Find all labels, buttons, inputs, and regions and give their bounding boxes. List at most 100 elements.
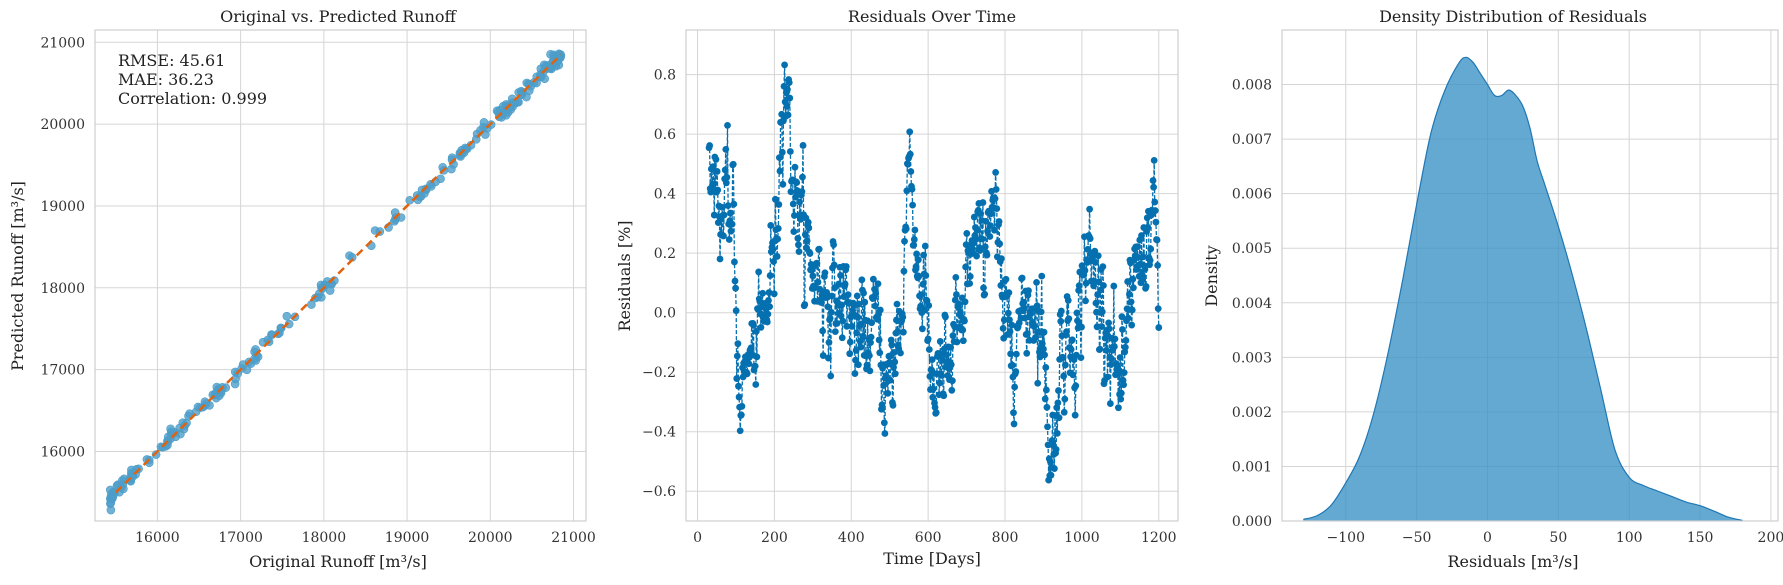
residual-point	[1141, 265, 1149, 273]
residual-point	[752, 327, 760, 335]
residual-point	[848, 322, 856, 330]
residuals-y-tick-label: 0.6	[654, 127, 676, 143]
residual-point	[785, 79, 793, 87]
residual-point	[720, 232, 727, 240]
residual-point	[709, 163, 717, 170]
residual-point	[838, 334, 846, 342]
residual-point	[781, 61, 788, 69]
residual-point	[810, 284, 818, 292]
residual-point	[921, 306, 929, 314]
residual-point	[1060, 372, 1068, 380]
residual-point	[973, 252, 980, 260]
residual-point	[872, 290, 880, 298]
residual-point	[1072, 382, 1080, 390]
residual-point	[1091, 247, 1099, 255]
residual-point	[1034, 379, 1042, 387]
residual-point	[972, 235, 980, 243]
residual-point	[966, 280, 974, 287]
residual-point	[1002, 275, 1010, 283]
residual-point	[765, 297, 772, 304]
residual-point	[1093, 308, 1100, 316]
residual-point	[1150, 183, 1157, 191]
residual-point	[893, 300, 901, 308]
residual-point	[866, 367, 874, 375]
scatter-y-tick-label: 20000	[40, 117, 85, 133]
residual-point	[983, 251, 991, 259]
residuals-x-tick-label: 400	[838, 530, 865, 546]
residual-point	[798, 188, 806, 196]
residual-point	[991, 195, 999, 203]
scatter-x-tick-label: 20000	[468, 530, 513, 546]
residual-point	[891, 358, 899, 366]
residual-point	[999, 324, 1007, 332]
residual-point	[722, 145, 730, 153]
residual-point	[952, 274, 960, 281]
residual-point	[907, 168, 915, 175]
residual-point	[846, 350, 854, 358]
residual-point	[915, 272, 923, 280]
residual-point	[976, 247, 984, 254]
residual-point	[1008, 361, 1016, 369]
residual-point	[928, 356, 936, 364]
residual-point	[929, 385, 937, 393]
residual-point	[865, 352, 873, 359]
residual-point	[913, 250, 921, 258]
residual-point	[878, 401, 886, 409]
residual-point	[963, 230, 971, 237]
residual-point	[1031, 334, 1039, 341]
residual-point	[1077, 354, 1085, 362]
residual-point	[894, 328, 901, 336]
residual-point	[931, 403, 939, 411]
residual-point	[959, 337, 967, 345]
residual-point	[826, 314, 834, 322]
residual-point	[1055, 387, 1062, 394]
residual-point	[718, 203, 726, 211]
residual-point	[804, 218, 812, 226]
residual-point	[842, 263, 850, 270]
residual-point	[1053, 429, 1061, 437]
residual-point	[940, 392, 948, 400]
residual-point	[784, 111, 792, 119]
residual-point	[769, 245, 777, 253]
residual-point	[1144, 223, 1152, 231]
residual-point	[1107, 361, 1115, 369]
density-y-tick-label: 0.004	[1232, 296, 1272, 312]
residual-point	[1119, 326, 1126, 333]
residual-point	[997, 282, 1005, 289]
residuals-x-tick-label: 600	[915, 530, 942, 546]
residual-point	[843, 322, 851, 330]
residual-point	[1102, 346, 1110, 354]
residual-point	[786, 94, 794, 102]
residual-point	[979, 199, 987, 206]
residual-point	[1040, 345, 1047, 353]
residual-point	[1011, 383, 1019, 391]
density-ticks: −100 −50 0 50 100 150 200 0.000 0.001 0.002 0.003 0…	[1232, 78, 1783, 546]
scatter-point	[284, 319, 294, 329]
residual-point	[854, 361, 862, 369]
residual-point	[1021, 305, 1028, 312]
residual-point	[1051, 465, 1058, 472]
residual-point	[783, 102, 791, 110]
scatter-point	[106, 505, 116, 515]
density-frame	[1281, 29, 1779, 522]
residual-point	[1149, 177, 1157, 184]
residual-point	[819, 352, 827, 359]
residual-point	[1060, 408, 1068, 416]
scatter-point	[546, 49, 555, 59]
residual-point	[1139, 253, 1147, 261]
residual-point	[1047, 471, 1055, 479]
residual-point	[714, 186, 722, 194]
residual-point	[795, 241, 802, 249]
residual-point	[1118, 313, 1126, 321]
residual-point	[1038, 340, 1046, 347]
scatter-ticks: 16000 17000 18000 19000 20000 21000 16000 17000…	[40, 35, 595, 546]
density-x-tick-label: −100	[1327, 530, 1365, 546]
residual-point	[1057, 317, 1065, 325]
residual-point	[799, 142, 807, 149]
residual-point	[1004, 309, 1012, 317]
residuals-x-tick-label: 1200	[1141, 530, 1177, 546]
residual-point	[1073, 309, 1081, 317]
residual-point	[900, 267, 908, 275]
residual-point	[731, 277, 739, 285]
scatter-x-tick-label: 21000	[551, 530, 596, 546]
